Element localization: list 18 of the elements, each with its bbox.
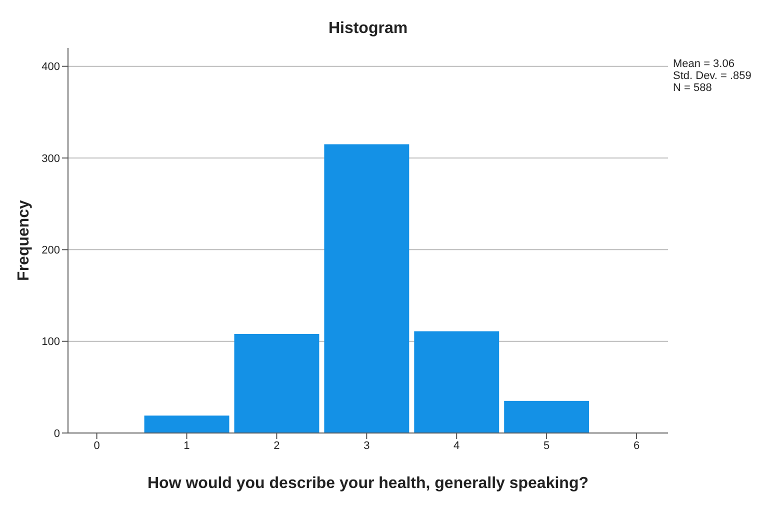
y-tick-label: 300 xyxy=(42,152,60,165)
text: Std. Dev. = .859 xyxy=(673,70,752,82)
x-tick-label: 6 xyxy=(633,440,640,452)
y-tick-label: 100 xyxy=(42,336,60,348)
chart-title: Histogram xyxy=(327,20,409,38)
x-tick-label: 1 xyxy=(184,440,190,452)
text: Mean = 3.06 xyxy=(673,58,736,70)
x-tick-label: 5 xyxy=(544,440,550,452)
y-tick-label: 400 xyxy=(42,61,60,74)
y-tick-label: 0 xyxy=(54,428,60,440)
y-tick-label: 200 xyxy=(42,244,60,257)
y-axis-title: Frequency xyxy=(16,200,33,281)
x-tick-label: 2 xyxy=(274,440,280,452)
x-tick-label: 3 xyxy=(364,440,370,452)
x-axis-title: How would you describe your health, generally speaking? xyxy=(148,475,588,492)
x-tick-label: 4 xyxy=(454,440,460,452)
text: N = 588 xyxy=(673,82,713,94)
x-tick-label: 0 xyxy=(94,440,100,452)
